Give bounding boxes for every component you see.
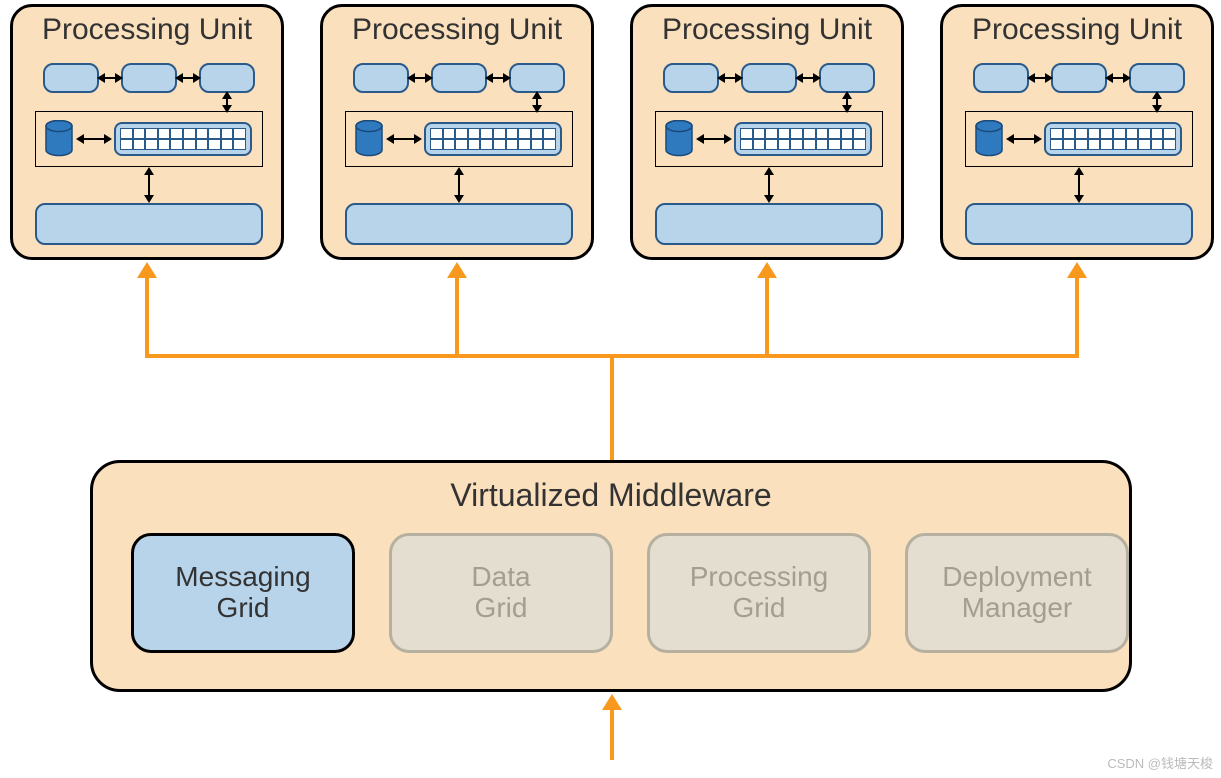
pu-bottom-bar	[345, 203, 573, 245]
module-link-arrow	[103, 77, 117, 79]
module-link-arrow	[181, 77, 195, 79]
grid-to-bar-arrow	[768, 173, 770, 197]
pu-module-3	[509, 63, 565, 93]
pu-module-2	[741, 63, 797, 93]
middleware-box: DataGrid	[389, 533, 613, 653]
data-grid-icon	[114, 122, 252, 156]
data-grid-icon	[734, 122, 872, 156]
connector-vline	[145, 276, 149, 354]
pu-module-1	[973, 63, 1029, 93]
pu-module-2	[1051, 63, 1107, 93]
pu-module-3	[1129, 63, 1185, 93]
module-link-arrow	[723, 77, 737, 79]
module-to-grid-arrow	[536, 97, 538, 107]
module-to-grid-arrow	[846, 97, 848, 107]
processing-unit-title: Processing Unit	[13, 13, 281, 47]
middleware-box: MessagingGrid	[131, 533, 355, 653]
db-to-grid-arrow	[82, 138, 106, 140]
processing-unit-title: Processing Unit	[323, 13, 591, 47]
processing-unit: Processing Unit	[10, 4, 284, 260]
pu-bottom-bar	[35, 203, 263, 245]
module-link-arrow	[491, 77, 505, 79]
pu-module-1	[353, 63, 409, 93]
bottom-connector	[610, 708, 614, 760]
processing-unit: Processing Unit	[630, 4, 904, 260]
connector-vline	[1075, 276, 1079, 354]
middleware-panel: Virtualized Middleware MessagingGrid DataG…	[90, 460, 1132, 692]
middleware-title: Virtualized Middleware	[93, 477, 1129, 514]
pu-data-container	[35, 111, 263, 167]
pu-data-container	[655, 111, 883, 167]
connector-vline	[455, 276, 459, 354]
module-link-arrow	[1033, 77, 1047, 79]
connector-vline	[765, 276, 769, 354]
pu-module-3	[199, 63, 255, 93]
grid-to-bar-arrow	[1078, 173, 1080, 197]
pu-module-3	[819, 63, 875, 93]
db-to-grid-arrow	[392, 138, 416, 140]
watermark: CSDN @钱塘天梭	[1107, 753, 1213, 772]
module-link-arrow	[413, 77, 427, 79]
database-icon	[974, 120, 1004, 158]
module-link-arrow	[1111, 77, 1125, 79]
middleware-box: DeploymentManager	[905, 533, 1129, 653]
database-icon	[44, 120, 74, 158]
pu-data-container	[345, 111, 573, 167]
grid-to-bar-arrow	[458, 173, 460, 197]
connector-central	[610, 354, 614, 460]
grid-to-bar-arrow	[148, 173, 150, 197]
processing-unit-title: Processing Unit	[633, 13, 901, 47]
pu-bottom-bar	[655, 203, 883, 245]
processing-unit-title: Processing Unit	[943, 13, 1211, 47]
db-to-grid-arrow	[1012, 138, 1036, 140]
middleware-box: ProcessingGrid	[647, 533, 871, 653]
pu-module-1	[663, 63, 719, 93]
module-to-grid-arrow	[226, 97, 228, 107]
database-icon	[354, 120, 384, 158]
module-link-arrow	[801, 77, 815, 79]
pu-module-1	[43, 63, 99, 93]
pu-bottom-bar	[965, 203, 1193, 245]
database-icon	[664, 120, 694, 158]
module-to-grid-arrow	[1156, 97, 1158, 107]
pu-module-2	[431, 63, 487, 93]
pu-module-2	[121, 63, 177, 93]
data-grid-icon	[424, 122, 562, 156]
data-grid-icon	[1044, 122, 1182, 156]
db-to-grid-arrow	[702, 138, 726, 140]
processing-unit: Processing Unit	[320, 4, 594, 260]
pu-data-container	[965, 111, 1193, 167]
processing-unit: Processing Unit	[940, 4, 1214, 260]
